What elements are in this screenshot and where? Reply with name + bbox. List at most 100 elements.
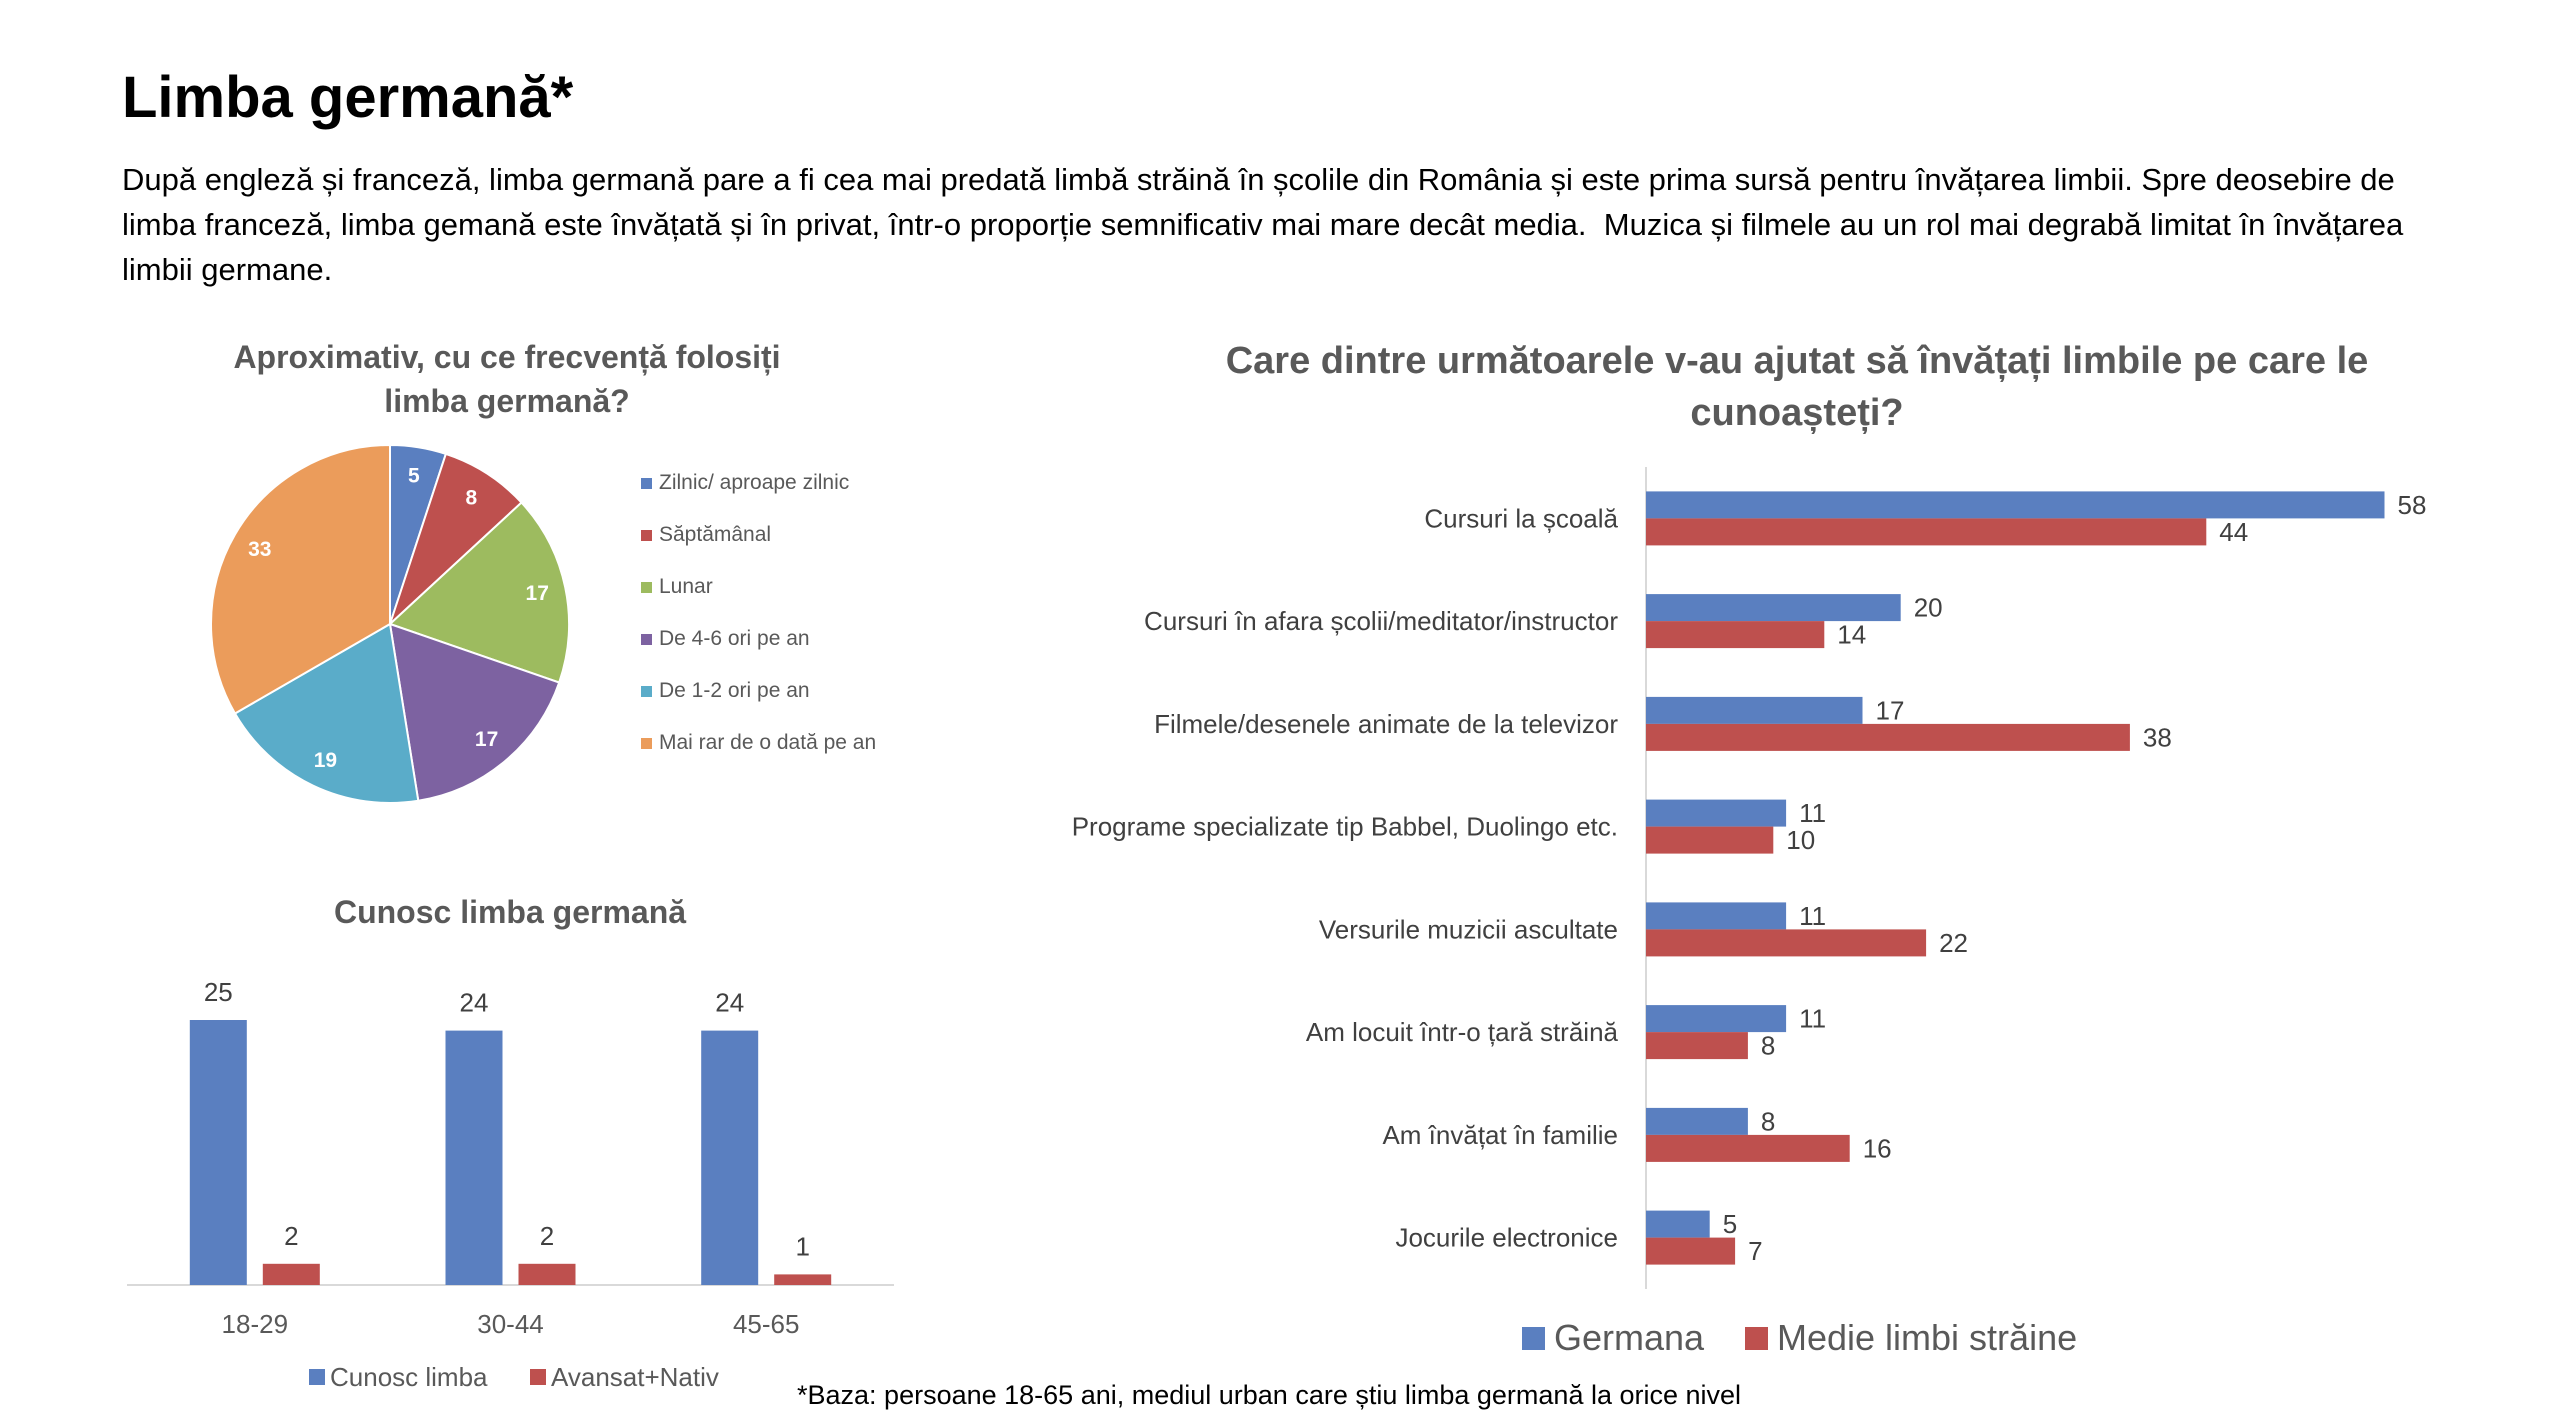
bar-value-label: 7 — [1748, 1236, 1762, 1266]
y-tick-label: Cursuri în afara școlii/meditator/instru… — [1144, 606, 1618, 636]
bar — [1646, 1237, 1736, 1265]
bar — [1646, 518, 2207, 546]
intro-paragraph: După engleză și franceză, limba germană … — [122, 162, 2412, 287]
legend-swatch — [641, 633, 652, 645]
page-title: Limba germană* — [122, 65, 574, 130]
legend-label: Cunosc limba — [330, 1361, 488, 1392]
pie-legend-item: Săptămânal — [641, 521, 771, 549]
legend-swatch — [641, 737, 652, 749]
legend-swatch — [530, 1369, 546, 1385]
pie-slice — [388, 622, 561, 802]
y-tick-label: Versurile muzicii ascultate — [1319, 914, 1618, 944]
bar-value-label: 11 — [1799, 901, 1826, 931]
bar-value-label: 58 — [2398, 490, 2427, 520]
pie-slice-label: 17 — [475, 728, 498, 751]
bar-value-label: 14 — [1837, 620, 1866, 650]
pie-slice — [233, 622, 420, 804]
legend-swatch — [641, 685, 652, 697]
bar-value-label: 8 — [1761, 1106, 1775, 1136]
bar — [1646, 826, 1774, 854]
x-tick-label: 45-65 — [733, 1309, 800, 1339]
pie-slice-label: 8 — [465, 487, 477, 510]
y-tick-label: Cursuri la școală — [1424, 503, 1618, 533]
pie-slice-label: 5 — [408, 465, 420, 488]
x-tick-label: 18-29 — [222, 1309, 289, 1339]
age-bar-chart: 25 2 18-29 24 2 30-44 24 1 45-65 — [127, 977, 894, 1339]
bar — [1646, 1134, 1850, 1162]
bar-value-label: 38 — [2143, 722, 2172, 752]
bar — [1646, 491, 2385, 519]
bar-value-label: 8 — [1761, 1031, 1775, 1061]
bar — [1646, 1032, 1748, 1060]
bar-value-label: 16 — [1863, 1133, 1892, 1163]
bar-value-label: 11 — [1799, 1004, 1826, 1034]
bar-value-label: 24 — [715, 988, 744, 1018]
legend-swatch — [641, 581, 652, 593]
legend-swatch — [309, 1369, 325, 1385]
bar-value-label: 11 — [1799, 798, 1826, 828]
bar — [1646, 696, 1863, 724]
pie-chart-title: Aproximativ, cu ce frecvență folosiți li… — [233, 339, 781, 419]
bar — [1646, 1107, 1748, 1135]
y-tick-label: Filmele/desenele animate de la televizor — [1154, 709, 1618, 739]
legend-label: Avansat+Nativ — [551, 1361, 719, 1392]
pie-slice — [387, 452, 523, 628]
help-chart-title: Care dintre următoarele v-au ajutat să î… — [1225, 340, 2369, 434]
help-legend-item: Germana — [1522, 1316, 1704, 1360]
bar — [1646, 1210, 1710, 1238]
pie-slice-label: 19 — [314, 749, 337, 772]
legend-swatch — [641, 529, 652, 541]
legend-label: Săptămânal — [659, 523, 772, 546]
bar — [774, 1274, 832, 1285]
help-legend-item: Medie limbi străine — [1745, 1316, 2077, 1360]
bar — [1646, 902, 1787, 930]
bar-value-label: 24 — [460, 988, 489, 1018]
pie-legend-item: De 4-6 ori pe an — [641, 625, 810, 653]
bar-value-label: 1 — [795, 1231, 809, 1261]
age-legend-item: Avansat+Nativ — [530, 1360, 719, 1394]
legend-label: De 1-2 ori pe an — [659, 679, 810, 702]
bar — [1646, 1005, 1787, 1033]
pie-legend-item: Lunar — [641, 573, 713, 601]
age-legend-item: Cunosc limba — [309, 1360, 488, 1394]
legend-swatch — [641, 477, 652, 489]
bar-value-label: 17 — [1876, 695, 1905, 725]
bar-value-label: 25 — [204, 977, 233, 1007]
bar — [1646, 621, 1825, 649]
bar-value-label: 22 — [1939, 928, 1968, 958]
legend-label: Medie limbi străine — [1777, 1317, 2078, 1358]
pie-chart: 5 8 17 17 19 33 — [210, 443, 570, 804]
bar — [1646, 594, 1901, 622]
age-chart-title: Cunosc limba germană — [333, 894, 687, 930]
bar — [262, 1263, 320, 1285]
legend-label: Germana — [1554, 1317, 1705, 1358]
pie-legend-item: Zilnic/ aproape zilnic — [641, 469, 849, 497]
bar-value-label: 44 — [2219, 517, 2248, 547]
bar — [1646, 723, 2130, 751]
pie-slice — [388, 501, 570, 684]
bar — [1646, 799, 1787, 827]
bar-value-label: 20 — [1914, 593, 1943, 623]
bar-value-label: 5 — [1723, 1209, 1737, 1239]
x-tick-label: 30-44 — [477, 1309, 544, 1339]
legend-label: Lunar — [659, 575, 713, 598]
bar — [445, 1030, 503, 1285]
pie-slice-label: 17 — [526, 582, 549, 605]
y-tick-label: Programe specializate tip Babbel, Duolin… — [1072, 812, 1618, 842]
bar-value-label: 10 — [1786, 825, 1815, 855]
y-tick-label: Am locuit într-o țară străină — [1306, 1017, 1619, 1047]
y-tick-label: Am învățat în familie — [1382, 1120, 1618, 1150]
bar-value-label: 2 — [284, 1221, 298, 1251]
pie-legend-item: Mai rar de o dată pe an — [641, 729, 876, 757]
legend-swatch — [1522, 1326, 1545, 1350]
bar — [1646, 929, 1927, 957]
legend-label: Zilnic/ aproape zilnic — [659, 471, 850, 494]
legend-label: Mai rar de o dată pe an — [659, 731, 877, 754]
bar — [701, 1030, 759, 1285]
legend-label: De 4-6 ori pe an — [659, 627, 810, 650]
bar — [518, 1263, 576, 1285]
bar — [189, 1020, 247, 1285]
y-tick-label: Jocurile electronice — [1395, 1223, 1618, 1253]
